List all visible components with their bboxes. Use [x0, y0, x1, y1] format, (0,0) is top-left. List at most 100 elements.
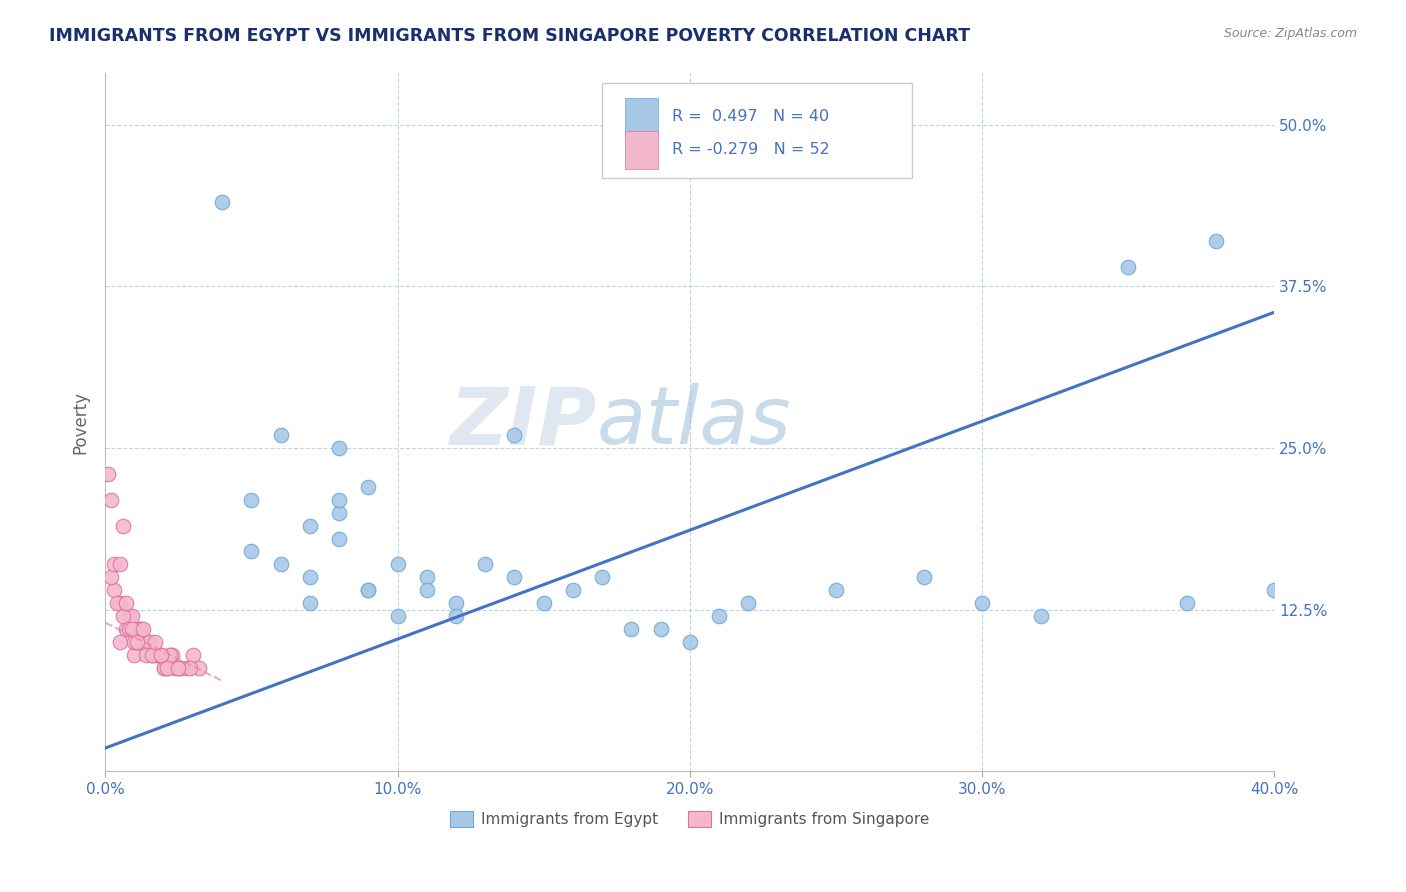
Point [114, 596, 136, 610]
Point [737, 596, 759, 610]
Point [387, 558, 409, 572]
Point [240, 492, 263, 507]
Point [179, 661, 201, 675]
Point [97, 467, 120, 481]
Point [561, 583, 583, 598]
Point [135, 648, 157, 662]
Point [1175, 596, 1198, 610]
Point [298, 570, 321, 584]
Point [474, 558, 496, 572]
Point [138, 635, 160, 649]
Point [328, 532, 350, 546]
Point [117, 609, 139, 624]
Point [533, 596, 555, 610]
Point [121, 622, 143, 636]
Point [100, 492, 122, 507]
Point [135, 635, 157, 649]
Point [387, 609, 409, 624]
Point [298, 596, 321, 610]
Point [912, 570, 935, 584]
Point [141, 648, 163, 662]
FancyBboxPatch shape [602, 84, 912, 178]
Point [357, 583, 380, 598]
Point [129, 622, 152, 636]
Point [159, 648, 181, 662]
Point [138, 635, 160, 649]
Point [165, 661, 187, 675]
Point [155, 661, 177, 675]
Point [108, 558, 131, 572]
Point [100, 570, 122, 584]
Point [444, 596, 467, 610]
Point [357, 583, 380, 598]
Point [298, 518, 321, 533]
Point [357, 480, 380, 494]
Point [211, 195, 233, 210]
Point [240, 544, 263, 558]
Point [167, 661, 190, 675]
Point [111, 518, 134, 533]
Point [124, 635, 146, 649]
Point [162, 648, 184, 662]
Point [127, 635, 149, 649]
Text: ZIP: ZIP [449, 384, 596, 461]
Point [103, 583, 125, 598]
Point [152, 661, 174, 675]
Point [970, 596, 993, 610]
Point [503, 428, 526, 442]
Point [620, 622, 643, 636]
Point [1263, 583, 1285, 598]
Point [187, 661, 209, 675]
Point [416, 583, 439, 598]
Point [170, 661, 193, 675]
Point [328, 441, 350, 455]
Point [149, 648, 172, 662]
Point [679, 635, 702, 649]
Point [591, 570, 613, 584]
Point [176, 661, 198, 675]
Point [270, 428, 292, 442]
Point [129, 622, 152, 636]
Point [503, 570, 526, 584]
Point [108, 635, 131, 649]
Point [444, 609, 467, 624]
Point [1116, 260, 1139, 274]
Point [111, 609, 134, 624]
Point [159, 648, 181, 662]
Point [825, 583, 848, 598]
Point [132, 622, 155, 636]
Point [146, 648, 169, 662]
Point [117, 622, 139, 636]
Point [328, 492, 350, 507]
Bar [626, 98, 658, 136]
Point [650, 622, 672, 636]
Point [152, 661, 174, 675]
Text: R = -0.279   N = 52: R = -0.279 N = 52 [672, 143, 830, 157]
Point [114, 622, 136, 636]
Point [143, 648, 166, 662]
Y-axis label: Poverty: Poverty [72, 391, 89, 454]
Point [1029, 609, 1052, 624]
Text: IMMIGRANTS FROM EGYPT VS IMMIGRANTS FROM SINGAPORE POVERTY CORRELATION CHART: IMMIGRANTS FROM EGYPT VS IMMIGRANTS FROM… [49, 27, 970, 45]
Point [328, 506, 350, 520]
Point [181, 648, 204, 662]
Point [143, 635, 166, 649]
Point [707, 609, 730, 624]
Point [124, 648, 146, 662]
Point [1205, 234, 1227, 248]
Point [103, 558, 125, 572]
Point [105, 596, 128, 610]
Point [167, 661, 190, 675]
Point [108, 596, 131, 610]
Point [149, 648, 172, 662]
Point [270, 558, 292, 572]
Text: R =  0.497   N = 40: R = 0.497 N = 40 [672, 110, 830, 125]
Text: atlas: atlas [596, 384, 792, 461]
Point [121, 609, 143, 624]
Point [141, 648, 163, 662]
Point [127, 635, 149, 649]
Point [416, 570, 439, 584]
Text: Source: ZipAtlas.com: Source: ZipAtlas.com [1223, 27, 1357, 40]
Point [132, 635, 155, 649]
Bar [626, 130, 658, 169]
